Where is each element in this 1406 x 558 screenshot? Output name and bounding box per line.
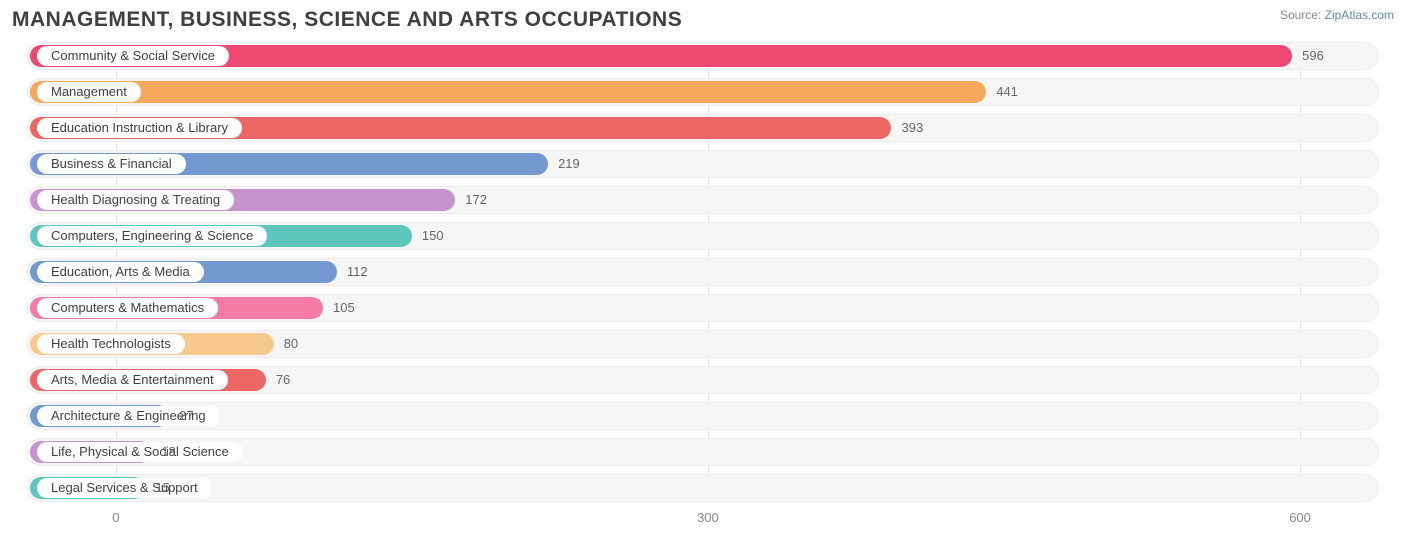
bar-row: Education, Arts & Media 112 <box>27 258 1379 286</box>
bar-value-label: 219 <box>548 150 580 178</box>
bar-value-label: 172 <box>455 186 487 214</box>
bar-label-pill: Life, Physical & Social Science <box>37 442 243 462</box>
bar-row: Health Diagnosing & Treating 172 <box>27 186 1379 214</box>
axis-tick-label: 300 <box>697 510 719 525</box>
source-link[interactable]: ZipAtlas.com <box>1325 8 1394 22</box>
bar-row: Computers, Engineering & Science 150 <box>27 222 1379 250</box>
bar-label-pill: Computers, Engineering & Science <box>37 226 267 246</box>
bar-value-label: 441 <box>986 78 1018 106</box>
bar-row: Arts, Media & Entertainment 76 <box>27 366 1379 394</box>
chart-area: Community & Social Service 596 Management 4… <box>12 42 1394 530</box>
chart-header: MANAGEMENT, BUSINESS, SCIENCE AND ARTS O… <box>12 8 1394 32</box>
axis-tick-label: 600 <box>1289 510 1311 525</box>
bar-label-pill: Computers & Mathematics <box>37 298 218 318</box>
bar-value-label: 18 <box>151 438 175 466</box>
bar-value-label: 112 <box>337 258 368 286</box>
bar-fill <box>30 81 986 103</box>
bar-value-label: 150 <box>412 222 444 250</box>
bar-label-pill: Business & Financial <box>37 154 186 174</box>
bar-label-pill: Legal Services & Support <box>37 478 212 498</box>
bar-label-pill: Arts, Media & Entertainment <box>37 370 228 390</box>
bar-value-label: 80 <box>274 330 298 358</box>
bar-row: Management 441 <box>27 78 1379 106</box>
source-attribution: Source: ZipAtlas.com <box>1280 8 1394 22</box>
bar-row: Legal Services & Support15 <box>27 474 1379 502</box>
bar-value-label: 15 <box>145 474 169 502</box>
bar-value-label: 27 <box>169 402 193 430</box>
bar-label-pill: Management <box>37 82 141 102</box>
chart-plot: Community & Social Service 596 Management 4… <box>27 42 1379 502</box>
bar-value-label: 105 <box>323 294 355 322</box>
bar-value-label: 596 <box>1292 42 1324 70</box>
bar-label-pill: Community & Social Service <box>37 46 229 66</box>
bar-row: Community & Social Service 596 <box>27 42 1379 70</box>
bar-track <box>27 402 1379 430</box>
bar-label-pill: Health Diagnosing & Treating <box>37 190 234 210</box>
chart-title: MANAGEMENT, BUSINESS, SCIENCE AND ARTS O… <box>12 8 682 32</box>
bar-track <box>27 474 1379 502</box>
bar-label-pill: Health Technologists <box>37 334 185 354</box>
bar-row: Architecture & Engineering27 <box>27 402 1379 430</box>
bar-value-label: 76 <box>266 366 290 394</box>
bar-row: Business & Financial 219 <box>27 150 1379 178</box>
bar-row: Life, Physical & Social Science18 <box>27 438 1379 466</box>
source-label: Source: <box>1280 8 1321 22</box>
bar-label-pill: Education, Arts & Media <box>37 262 204 282</box>
bar-label-pill: Education Instruction & Library <box>37 118 242 138</box>
bar-row: Computers & Mathematics 105 <box>27 294 1379 322</box>
bar-row: Health Technologists 80 <box>27 330 1379 358</box>
bar-value-label: 393 <box>891 114 923 142</box>
bar-row: Education Instruction & Library 393 <box>27 114 1379 142</box>
x-axis: 0 300 600 <box>27 510 1379 530</box>
axis-tick-label: 0 <box>112 510 119 525</box>
